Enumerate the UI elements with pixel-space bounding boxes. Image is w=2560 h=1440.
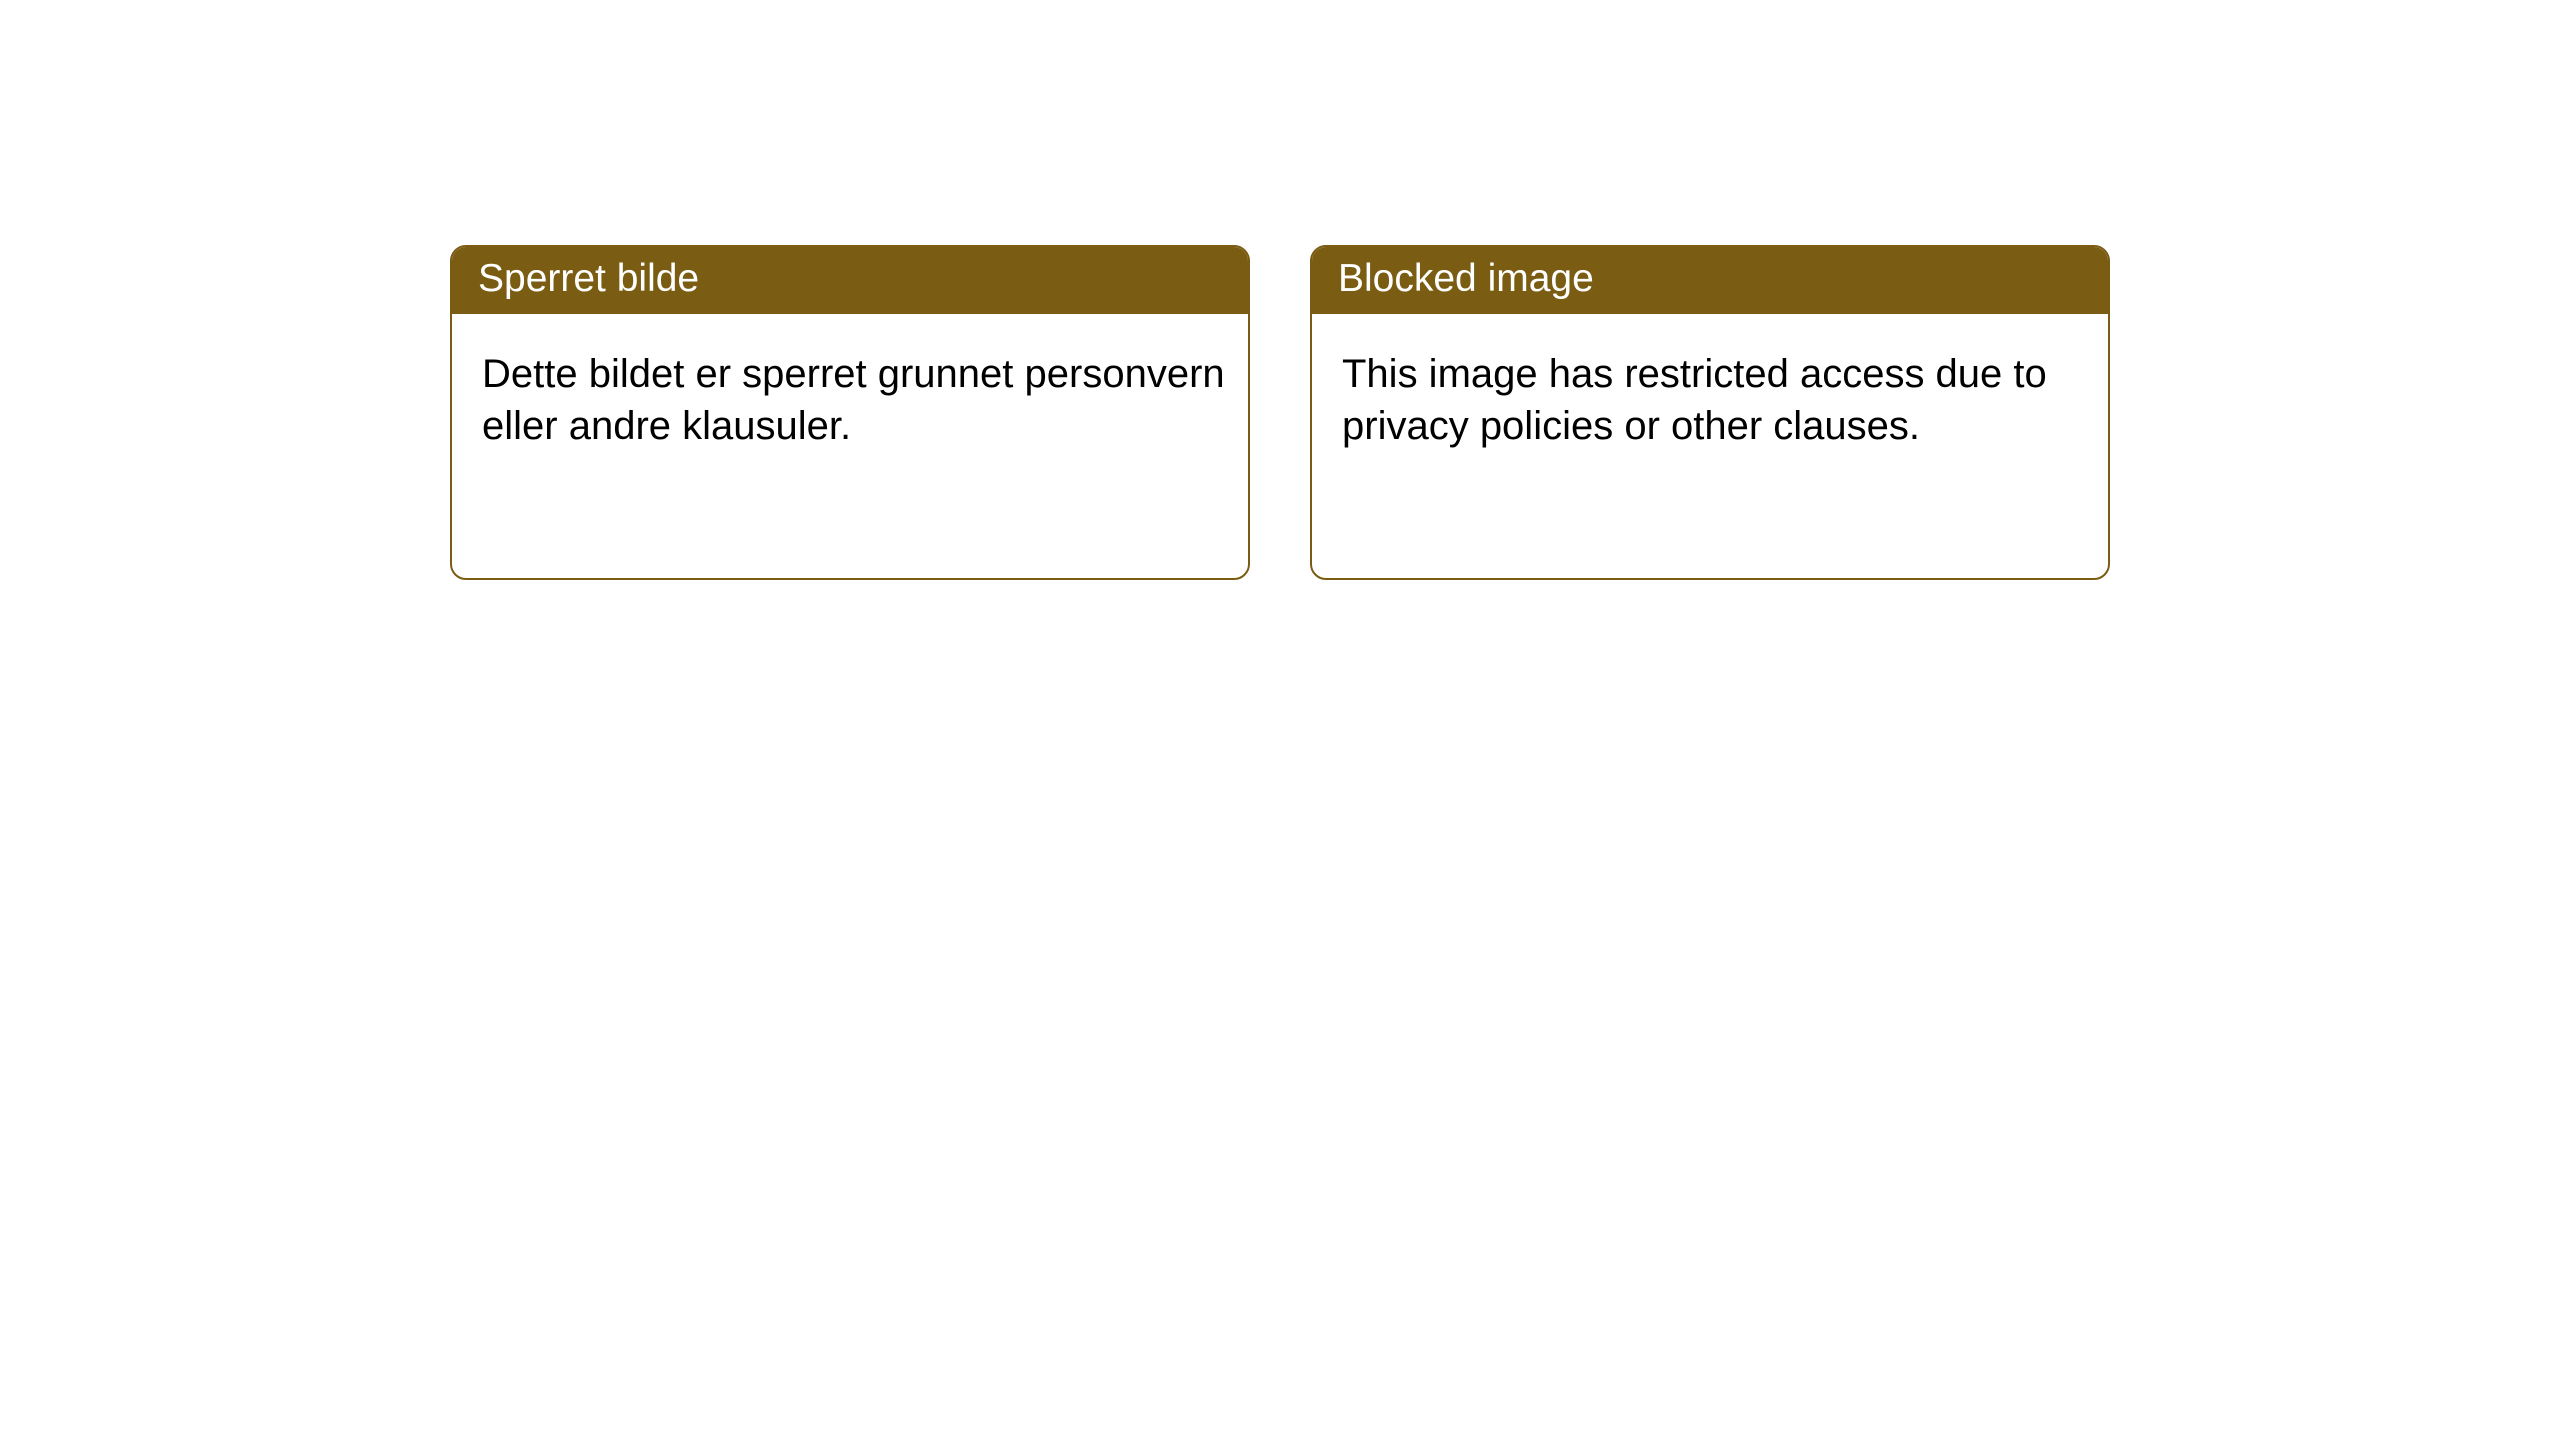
card-body-text: Dette bildet er sperret grunnet personve…	[482, 352, 1225, 448]
notice-container: Sperret bilde Dette bildet er sperret gr…	[450, 245, 2110, 580]
card-body: Dette bildet er sperret grunnet personve…	[452, 314, 1248, 478]
notice-card-english: Blocked image This image has restricted …	[1310, 245, 2110, 580]
card-header: Blocked image	[1312, 247, 2108, 314]
notice-card-norwegian: Sperret bilde Dette bildet er sperret gr…	[450, 245, 1250, 580]
card-header: Sperret bilde	[452, 247, 1248, 314]
card-title: Sperret bilde	[478, 257, 699, 300]
card-body-text: This image has restricted access due to …	[1342, 352, 2047, 448]
card-body: This image has restricted access due to …	[1312, 314, 2108, 478]
card-title: Blocked image	[1338, 257, 1594, 300]
